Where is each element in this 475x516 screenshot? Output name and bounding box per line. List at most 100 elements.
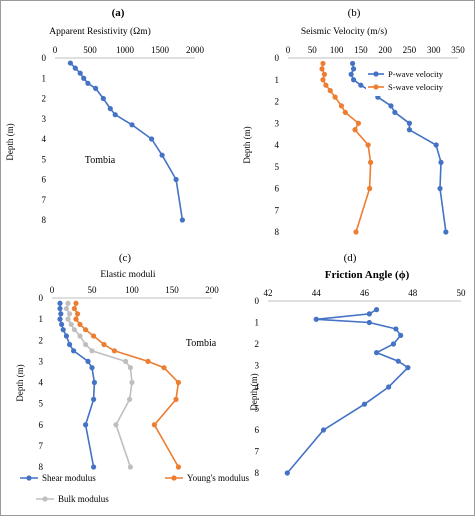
data-point [81,75,87,81]
data-point [73,316,79,322]
data-point [327,88,333,94]
x-tick-label: 0 [53,45,58,55]
data-point [390,341,397,347]
y-tick-label: 1 [39,314,44,324]
panel-label: (a) [112,7,125,19]
x-tick-label: 250 [403,45,417,55]
data-point [67,341,73,348]
legend-marker [373,84,379,90]
data-point [112,112,118,118]
data-point [127,464,133,470]
legend-marker [42,496,48,502]
data-point [129,122,135,128]
data-point [392,109,398,115]
data-point [145,358,151,364]
data-point [386,384,392,390]
data-point [67,60,73,66]
data-point [127,396,133,402]
data-point [71,327,77,333]
data-point [151,422,157,428]
data-point [68,321,74,328]
x-tick-label: 150 [354,45,368,55]
legend: P-wave velocity S-wave velocity [366,66,462,96]
data-point [65,300,71,306]
data-point [72,65,78,71]
x-tick-label: 50 [88,285,98,295]
data-point [332,94,338,100]
data-point [57,305,63,312]
y-tick-label: 1 [42,73,47,83]
x-tick-label: 42 [264,288,273,298]
data-point [89,365,95,371]
chart-title: Friction Angle (ϕ) [325,269,410,281]
series-line [73,303,180,468]
panel-a: (a) Apparent Resistivity (Ωm) Depth (m) … [5,7,205,225]
data-point [85,358,91,364]
data-point [123,358,129,364]
data-point [355,120,362,126]
data-point [321,71,328,77]
data-point [83,422,89,428]
data-point [173,396,179,402]
x-tick-label: 350 [451,45,465,55]
series-line [59,303,96,468]
data-point [113,422,119,428]
data-point [83,341,89,348]
y-tick-label: 5 [42,154,47,164]
data-point [111,348,117,354]
data-point [395,358,401,364]
data-point [437,185,443,192]
data-point [93,85,99,91]
data-point [398,332,404,338]
x-tick-label: 46 [360,288,370,298]
data-point [65,316,71,322]
panel-label: (c) [119,252,132,264]
data-point [179,217,185,223]
legend-label: Shear modulus [42,473,96,483]
y-tick-label: 2 [39,335,44,345]
panel-label: (b) [348,7,361,19]
legend-marker [373,71,379,77]
y-tick-label: 7 [255,447,260,457]
annotation-label: Tombia [85,155,116,166]
data-point [58,311,64,317]
data-point [433,142,439,148]
chart-title: Elastic moduli [100,270,156,280]
x-tick-label: 44 [312,288,322,298]
data-point [63,305,69,312]
y-tick-label: 5 [255,404,260,414]
y-tick-label: 1 [255,318,260,328]
y-tick-label: 7 [39,441,44,451]
x-tick-label: 48 [408,288,418,298]
y-tick-label: 0 [275,53,280,63]
data-point [353,229,359,235]
panel-b: (b) Seismic Velocity (m/s) Depth (m) 0 50… [242,7,465,237]
data-point [366,319,372,326]
x-tick-label: 150 [165,285,179,295]
data-point [57,300,63,306]
legend: Shear modulus Young's modulus Bulk modulus [20,473,249,504]
y-tick-label: 3 [275,118,280,128]
data-point [350,77,357,83]
series-line [69,62,184,221]
data-point [149,136,155,142]
data-point [107,106,113,112]
data-point [350,60,356,67]
y-tick-label: 8 [275,227,280,237]
y-axis-label: Depth (m) [5,123,15,160]
data-point [77,333,83,339]
y-tick-label: 4 [39,378,44,388]
data-point [91,464,97,470]
data-point [67,311,73,317]
x-tick-label: 0 [50,285,55,295]
y-axis-label: Depth (m) [15,364,25,401]
y-tick-label: 4 [42,134,47,144]
data-point [91,379,97,386]
data-point [60,327,66,333]
data-point [313,316,319,322]
data-point [348,71,354,77]
y-tick-label: 4 [255,382,260,392]
data-point [320,60,326,67]
data-point [101,341,107,348]
